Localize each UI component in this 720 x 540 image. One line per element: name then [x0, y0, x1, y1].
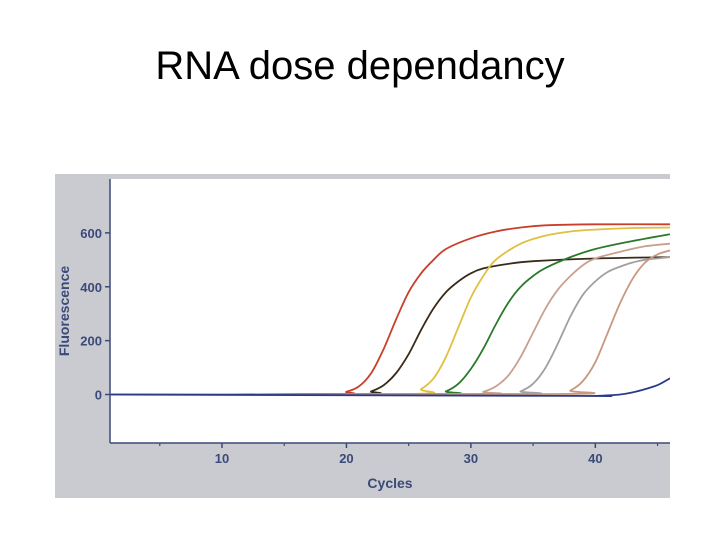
series-line-2	[109, 256, 670, 396]
x-tick-label: 20	[339, 451, 353, 466]
y-tick-label: 200	[80, 334, 102, 349]
series-line-1	[109, 223, 670, 396]
x-tick-label: 40	[588, 451, 602, 466]
y-axis-label: Fluorescence	[56, 266, 72, 356]
series-line-3	[109, 226, 670, 396]
y-tick-label: 0	[95, 388, 102, 403]
series-lines	[109, 223, 670, 397]
x-tick-label: 10	[215, 451, 229, 466]
slide-title: RNA dose dependancy	[155, 44, 565, 88]
x-tick-label: 30	[464, 451, 478, 466]
axis-ticks: 0 200 400 600 10 20 30 40	[80, 226, 659, 466]
series-line-7	[109, 249, 670, 396]
plot-area	[110, 179, 670, 443]
chart-panel: 0 200 400 600 10 20 30 40 Cycles Fluorescence	[55, 174, 670, 498]
y-tick-label: 400	[80, 280, 102, 295]
y-tick-label: 600	[80, 226, 102, 241]
series-line-8	[109, 377, 670, 397]
x-axis-label: Cycles	[367, 475, 412, 491]
chart-svg: 0 200 400 600 10 20 30 40 Cycles Fluorescence	[56, 179, 670, 491]
